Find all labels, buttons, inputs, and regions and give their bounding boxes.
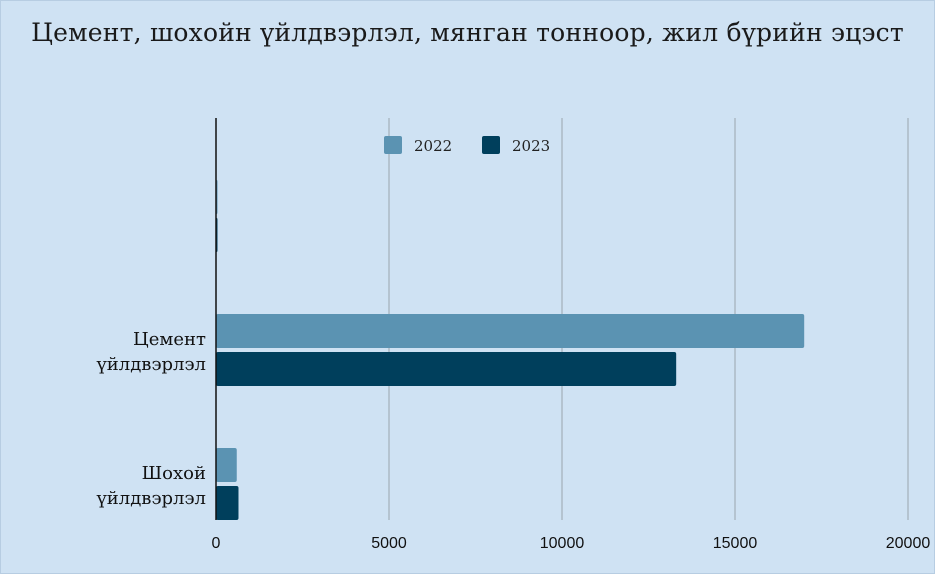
bar-2022-1 — [216, 314, 805, 348]
category-label-line1: Цемент — [133, 329, 206, 350]
bars — [216, 180, 805, 520]
x-tick-label: 20000 — [886, 535, 931, 552]
legend: 2022 2023 — [384, 136, 550, 155]
x-tick-label: 10000 — [540, 535, 585, 552]
legend-swatch-2022 — [384, 136, 402, 154]
x-tick-label: 15000 — [713, 535, 758, 552]
chart-title: Цемент, шохойн үйлдвэрлэл, мянган тонноо… — [31, 18, 904, 47]
bar-2023-1 — [216, 352, 677, 386]
category-label-line2: үйлдвэрлэл — [96, 488, 206, 509]
legend-label-2022: 2022 — [414, 137, 452, 155]
bar-2023-2 — [216, 486, 239, 520]
legend-swatch-2023 — [482, 136, 500, 154]
legend-label-2023: 2023 — [512, 137, 550, 155]
x-tick-label: 0 — [212, 535, 221, 552]
category-labels: Цемент үйлдвэрлэл Шохой үйлдвэрлэл — [96, 329, 206, 509]
category-label-line1: Шохой — [142, 463, 206, 484]
bar-2022-2 — [216, 448, 237, 482]
x-tick-labels: 0 5000 10000 15000 20000 — [212, 535, 931, 552]
category-label-line2: үйлдвэрлэл — [96, 354, 206, 375]
x-tick-label: 5000 — [371, 535, 407, 552]
